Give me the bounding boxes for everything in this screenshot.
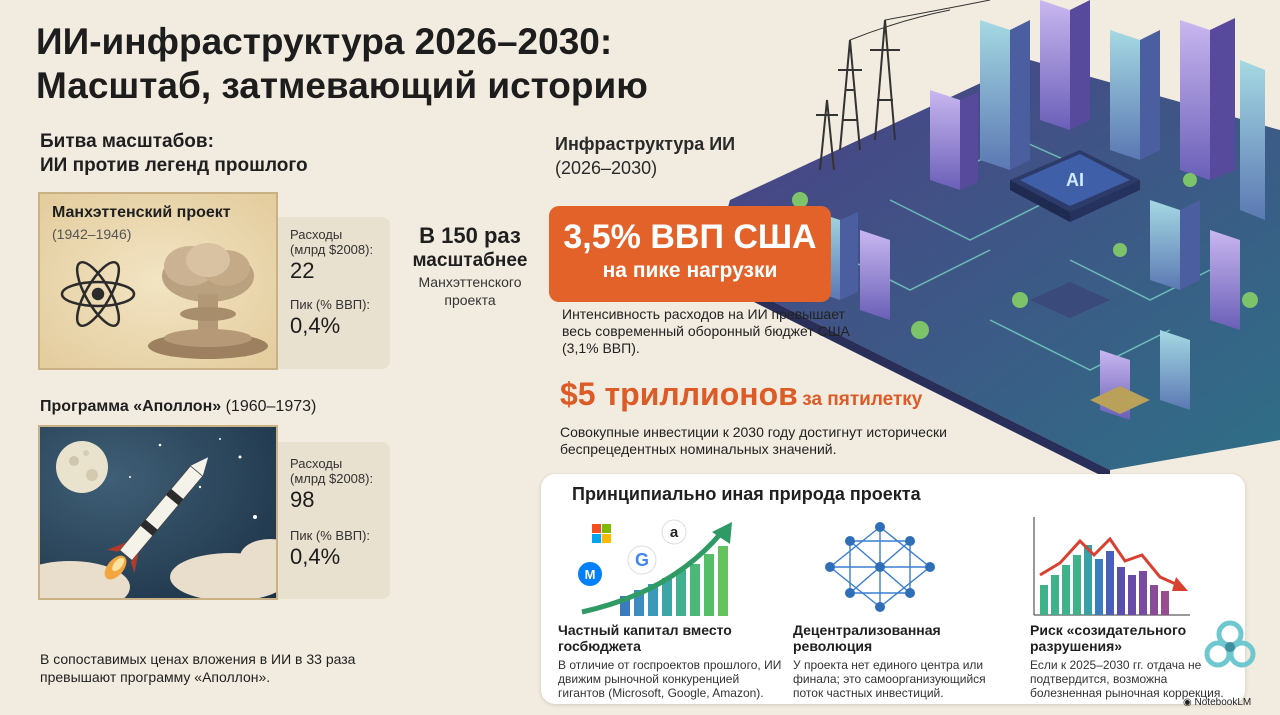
apollo-poster: [38, 425, 278, 600]
ai-chip-label: AI: [1066, 170, 1084, 190]
scale-comparison-big2: масштабнее: [412, 250, 528, 271]
ai-chip-icon: AI: [1010, 150, 1140, 222]
principle-panel: [541, 474, 1245, 704]
apollo-spend-value: 98: [290, 487, 315, 512]
gdp-peak-caption: на пике нагрузки: [602, 259, 778, 282]
notebooklm-label: NotebookLM: [1194, 697, 1252, 708]
apollo-name: Программа «Аполлон»: [40, 398, 222, 415]
atom-icon: [60, 261, 136, 327]
growth-arrow-icon: [581, 530, 724, 615]
manhattan-years: (1942–1946): [52, 226, 132, 242]
private-capital-title: Частный капитал вместо госбюджета: [558, 622, 732, 654]
svg-text:G: G: [635, 550, 649, 570]
infra-heading-line1: Инфраструктура ИИ: [555, 134, 736, 154]
manhattan-spend-label-2: (млрд $2008):: [290, 242, 374, 257]
decentralized-column: Децентрализованная революция У проекта н…: [793, 622, 1018, 700]
private-capital-body: В отличие от госпроектов прошлого, ИИ дв…: [558, 658, 782, 700]
apollo-years: (1960–1973): [225, 398, 317, 415]
decentralized-title: Децентрализованная революция: [793, 622, 941, 654]
knot-logo-icon: [1200, 616, 1260, 676]
scale-comparison: В 150 раз масштабнее Манхэттенского прое…: [402, 222, 538, 309]
notebooklm-brand: ◉ NotebookLM: [1183, 697, 1251, 708]
gdp-peak-badge: 3,5% ВВП США на пике нагрузки: [549, 206, 831, 302]
battle-heading-line2: ИИ против легенд прошлого: [40, 155, 308, 176]
principle-title: Принципиально иная природа проекта: [572, 484, 921, 504]
notebooklm-icon: ◉: [1183, 697, 1192, 708]
scale-comparison-big: В 150 раз: [419, 223, 521, 248]
apollo-spend-label-1: Расходы: [290, 456, 343, 471]
network-icon: [825, 522, 935, 612]
private-capital-illustration: G a M: [562, 512, 782, 620]
manhattan-name: Манхэттенский проект: [52, 204, 231, 221]
infra-heading-line2: (2026–2030): [555, 158, 658, 178]
manhattan-stats: Расходы (млрд $2008): 22 Пик (% ВВП): 0,…: [278, 217, 390, 369]
decentralized-body: У проекта нет единого центра или финала;…: [793, 658, 986, 700]
scale-comparison-small1: Манхэттенского: [418, 274, 522, 290]
svg-text:M: M: [585, 567, 596, 582]
scale-comparison-small2: проекта: [444, 292, 496, 308]
market-risk-column: Риск «созидательного разрушения» Если к …: [1030, 622, 1242, 700]
apollo-stats: Расходы (млрд $2008): 98 Пик (% ВВП): 0,…: [278, 442, 390, 599]
mushroom-cloud-icon: [148, 243, 268, 359]
meta-logo-icon: M: [578, 562, 602, 586]
ai-city-illustration: AI: [690, 0, 1280, 480]
apollo-comparison-note: В сопоставимых ценах вложения в ИИ в 33 …: [40, 651, 356, 685]
apollo-peak-value: 0,4%: [290, 544, 341, 569]
page-title-line2: Масштаб, затмевающий историю: [36, 65, 648, 106]
svg-text:a: a: [670, 524, 679, 541]
battle-heading-line1: Битва масштабов:: [40, 131, 214, 152]
manhattan-spend-label-1: Расходы: [290, 227, 343, 242]
investment-total: $5 триллионов за пятилетку: [560, 376, 922, 413]
apollo-peak-label: Пик (% ВВП):: [290, 528, 371, 543]
investment-total-value: $5 триллионов: [560, 376, 798, 412]
apollo-heading: Программа «Аполлон» (1960–1973): [40, 398, 316, 416]
infra-heading: Инфраструктура ИИ (2026–2030): [555, 132, 735, 180]
manhattan-peak-label: Пик (% ВВП):: [290, 297, 371, 312]
private-capital-column: Частный капитал вместо госбюджета В отли…: [558, 622, 783, 700]
apollo-spend-label-2: (млрд $2008):: [290, 471, 374, 486]
google-logo-icon: G: [627, 545, 657, 575]
microsoft-logo-icon: [592, 524, 611, 543]
cumulative-note: Совокупные инвестиции к 2030 году достиг…: [560, 424, 947, 457]
investment-total-caption: за пятилетку: [802, 389, 923, 410]
gdp-peak-value: 3,5% ВВП США: [563, 218, 817, 256]
page-title: ИИ-инфраструктура 2026–2030: Масштаб, за…: [36, 20, 796, 108]
market-risk-body: Если к 2025–2030 гг. отдача не подтверди…: [1030, 658, 1224, 700]
intensity-note: Интенсивность расходов на ИИ превышает в…: [562, 306, 850, 356]
market-risk-illustration: [1030, 515, 1195, 619]
manhattan-peak-value: 0,4%: [290, 313, 341, 338]
amazon-logo-icon: a: [661, 519, 687, 545]
page-title-line1: ИИ-инфраструктура 2026–2030:: [36, 21, 613, 62]
stars-icon: [129, 438, 257, 519]
manhattan-spend-value: 22: [290, 258, 315, 283]
moon-icon: [56, 441, 108, 493]
network-illustration: [810, 515, 950, 619]
battle-heading: Битва масштабов: ИИ против легенд прошло…: [40, 130, 308, 178]
market-chart-icon: [1033, 517, 1190, 616]
rocket-icon: [104, 457, 209, 580]
manhattan-poster: [38, 192, 278, 370]
market-risk-title: Риск «созидательного разрушения»: [1030, 622, 1187, 654]
growth-bars-icon: [620, 546, 728, 616]
